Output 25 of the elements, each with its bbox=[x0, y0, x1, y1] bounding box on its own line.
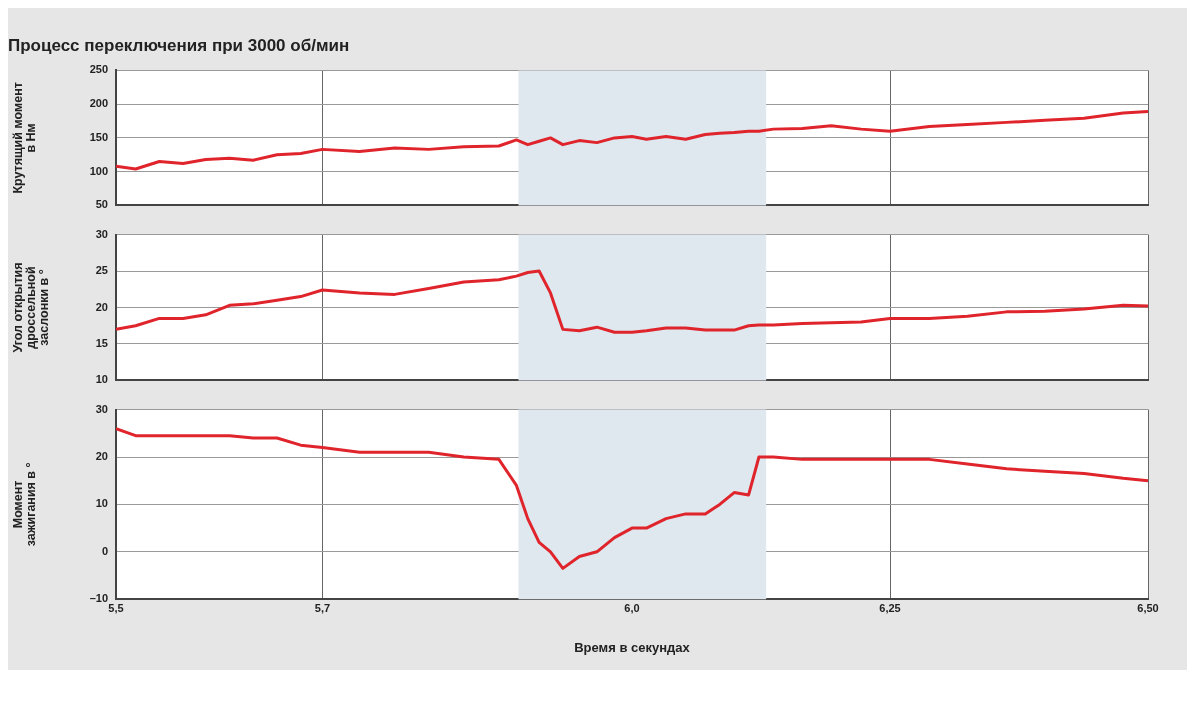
x-tick-label: 6,25 bbox=[879, 601, 901, 614]
y-tick-label: 20 bbox=[95, 450, 108, 463]
y-tick-label: 100 bbox=[89, 164, 108, 177]
y-tick-label: –10 bbox=[89, 592, 108, 605]
y-tick-label: 30 bbox=[95, 227, 108, 240]
y-tick-label: 50 bbox=[95, 198, 108, 211]
y-tick-label: 15 bbox=[95, 336, 108, 349]
y-tick-label: 20 bbox=[95, 300, 108, 313]
x-tick-label: 5,5 bbox=[108, 601, 124, 614]
y-tick-label: 200 bbox=[89, 97, 108, 110]
y-tick-label: 30 bbox=[95, 402, 108, 415]
y-tick-label: 150 bbox=[89, 130, 108, 143]
y-tick-label: 0 bbox=[101, 544, 108, 557]
chart-title: Процесс переключения при 3000 об/мин bbox=[8, 35, 350, 55]
x-tick-label: 5,7 bbox=[314, 601, 331, 614]
x-tick-label: 6,0 bbox=[624, 601, 640, 614]
y-axis-title: Угол открытия дроссельной заслонки в ° bbox=[11, 262, 52, 353]
y-tick-label: 10 bbox=[95, 373, 108, 386]
x-tick-label: 6,50 bbox=[1137, 601, 1159, 614]
y-tick-label: 25 bbox=[95, 264, 108, 277]
y-tick-label: 250 bbox=[89, 63, 108, 76]
x-axis-title: Время в секундах bbox=[574, 639, 691, 655]
y-tick-label: 10 bbox=[95, 497, 108, 510]
y-axis-title: Крутящий момент в Нм bbox=[11, 82, 39, 194]
y-axis-title: Момент зажигания в ° bbox=[11, 462, 39, 547]
